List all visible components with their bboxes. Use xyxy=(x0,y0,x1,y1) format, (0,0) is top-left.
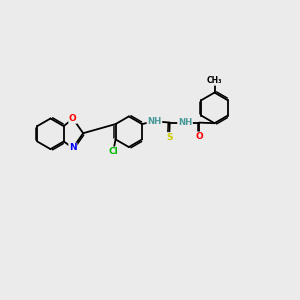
Text: N: N xyxy=(69,143,77,152)
Text: CH₃: CH₃ xyxy=(207,76,222,85)
Text: O: O xyxy=(69,114,77,123)
Text: S: S xyxy=(166,133,172,142)
Text: Cl: Cl xyxy=(108,147,118,156)
Text: NH: NH xyxy=(178,118,192,127)
Text: NH: NH xyxy=(147,117,162,126)
Text: O: O xyxy=(195,132,203,141)
